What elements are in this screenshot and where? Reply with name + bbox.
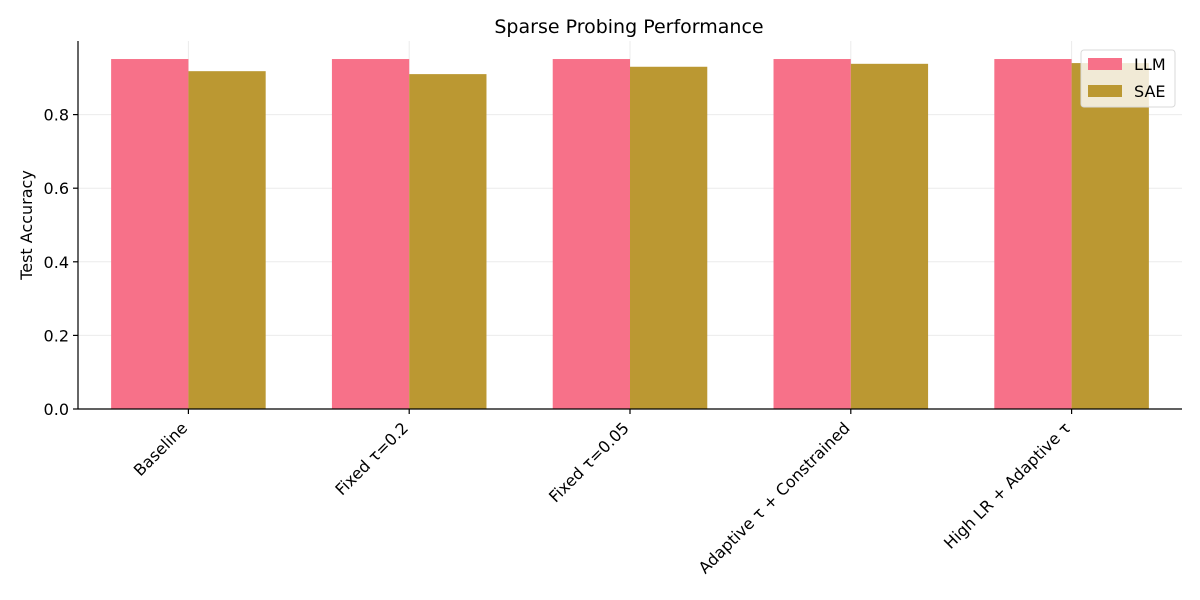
x-tick-label: Fixed τ=0.05	[545, 418, 633, 506]
legend-swatch-llm	[1088, 58, 1122, 70]
bar-sae-0	[188, 71, 266, 410]
bar-llm-3	[773, 59, 851, 409]
bar-llm-2	[552, 59, 630, 409]
bar-sae-2	[630, 66, 708, 409]
x-tick-label: Fixed τ=0.2	[331, 418, 412, 499]
x-tick-label: Baseline	[130, 418, 191, 479]
bar-llm-4	[994, 59, 1072, 409]
legend-swatch-sae	[1088, 85, 1122, 97]
x-tick-label: High LR + Adaptive τ	[940, 418, 1074, 552]
y-tick-label: 0.4	[44, 253, 69, 272]
bar-sae-3	[850, 63, 929, 409]
y-ticks: 0.0 0.2 0.4 0.6 0.8	[44, 106, 78, 419]
legend-label-llm: LLM	[1134, 55, 1166, 74]
y-tick-label: 0.2	[44, 326, 69, 345]
x-tick-label: Adaptive τ + Constrained	[695, 418, 854, 577]
bar-sae-1	[409, 74, 487, 410]
y-axis-label: Test Accuracy	[17, 170, 36, 281]
bar-llm-0	[111, 59, 189, 409]
y-tick-label: 0.0	[44, 400, 69, 419]
y-tick-label: 0.8	[44, 106, 69, 125]
legend-label-sae: SAE	[1134, 82, 1166, 101]
bars	[111, 59, 1149, 410]
x-ticks: Baseline Fixed τ=0.2 Fixed τ=0.05 Adaptive …	[130, 409, 1074, 577]
chart-title: Sparse Probing Performance	[494, 16, 763, 38]
legend: LLM SAE	[1080, 49, 1176, 108]
y-tick-label: 0.6	[44, 179, 69, 198]
bar-llm-1	[331, 59, 410, 409]
bar-sae-4	[1071, 63, 1149, 409]
